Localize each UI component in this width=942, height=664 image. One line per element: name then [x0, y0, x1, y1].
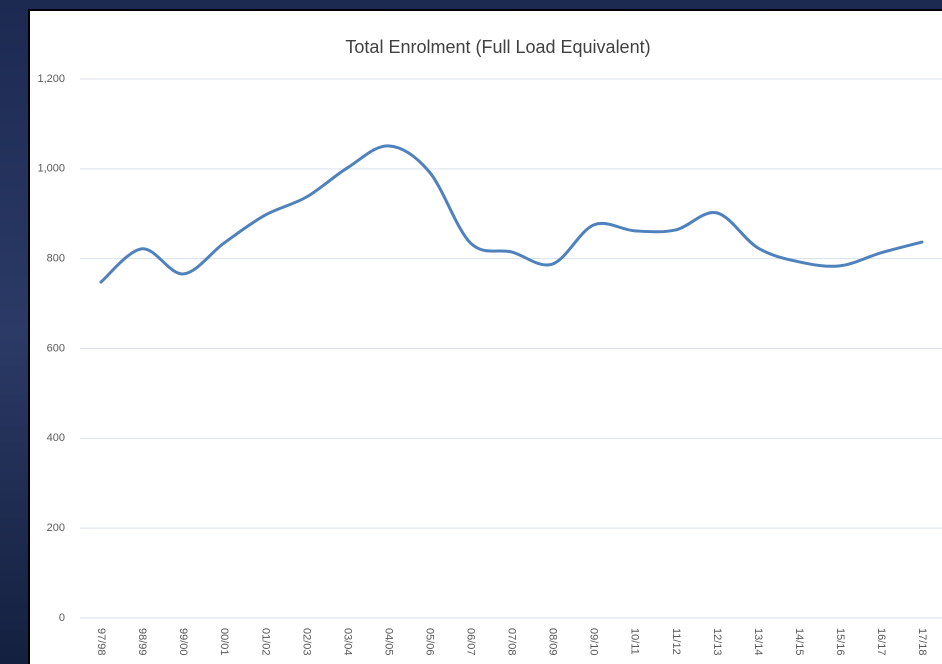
y-tick-label: 400	[47, 432, 65, 444]
x-tick-label: 98/99	[136, 628, 148, 656]
x-tick-label: 07/08	[506, 628, 518, 656]
y-tick-label: 0	[59, 612, 65, 624]
y-tick-label: 600	[47, 342, 65, 354]
chart: Total Enrolment (Full Load Equivalent) 0…	[0, 0, 942, 664]
chart-frame	[29, 10, 942, 664]
x-tick-label: 16/17	[875, 628, 887, 656]
x-tick-label: 17/18	[916, 628, 928, 656]
x-tick-label: 09/10	[588, 628, 600, 656]
x-tick-label: 00/01	[218, 628, 230, 656]
y-tick-label: 1,000	[37, 163, 65, 175]
x-tick-label: 14/15	[793, 628, 805, 656]
x-tick-label: 05/06	[423, 628, 435, 656]
x-tick-label: 04/05	[382, 628, 394, 656]
page: {"chart_data": {"type": "line", "title":…	[0, 0, 942, 664]
x-tick-label: 10/11	[629, 628, 641, 655]
x-tick-label: 13/14	[752, 628, 764, 656]
y-tick-label: 1,200	[37, 73, 65, 85]
x-tick-label: 02/03	[300, 628, 312, 656]
x-tick-label: 97/98	[95, 628, 107, 656]
y-tick-label: 800	[47, 253, 65, 265]
x-tick-label: 06/07	[465, 628, 477, 656]
x-tick-label: 03/04	[341, 628, 353, 656]
x-tick-label: 11/12	[670, 628, 682, 655]
x-tick-label: 15/16	[834, 628, 846, 656]
x-tick-label: 08/09	[547, 628, 559, 656]
y-tick-label: 200	[47, 522, 65, 534]
x-tick-label: 99/00	[177, 628, 189, 656]
x-tick-label: 12/13	[711, 628, 723, 656]
chart-title: Total Enrolment (Full Load Equivalent)	[345, 37, 650, 57]
x-tick-label: 01/02	[259, 628, 271, 656]
